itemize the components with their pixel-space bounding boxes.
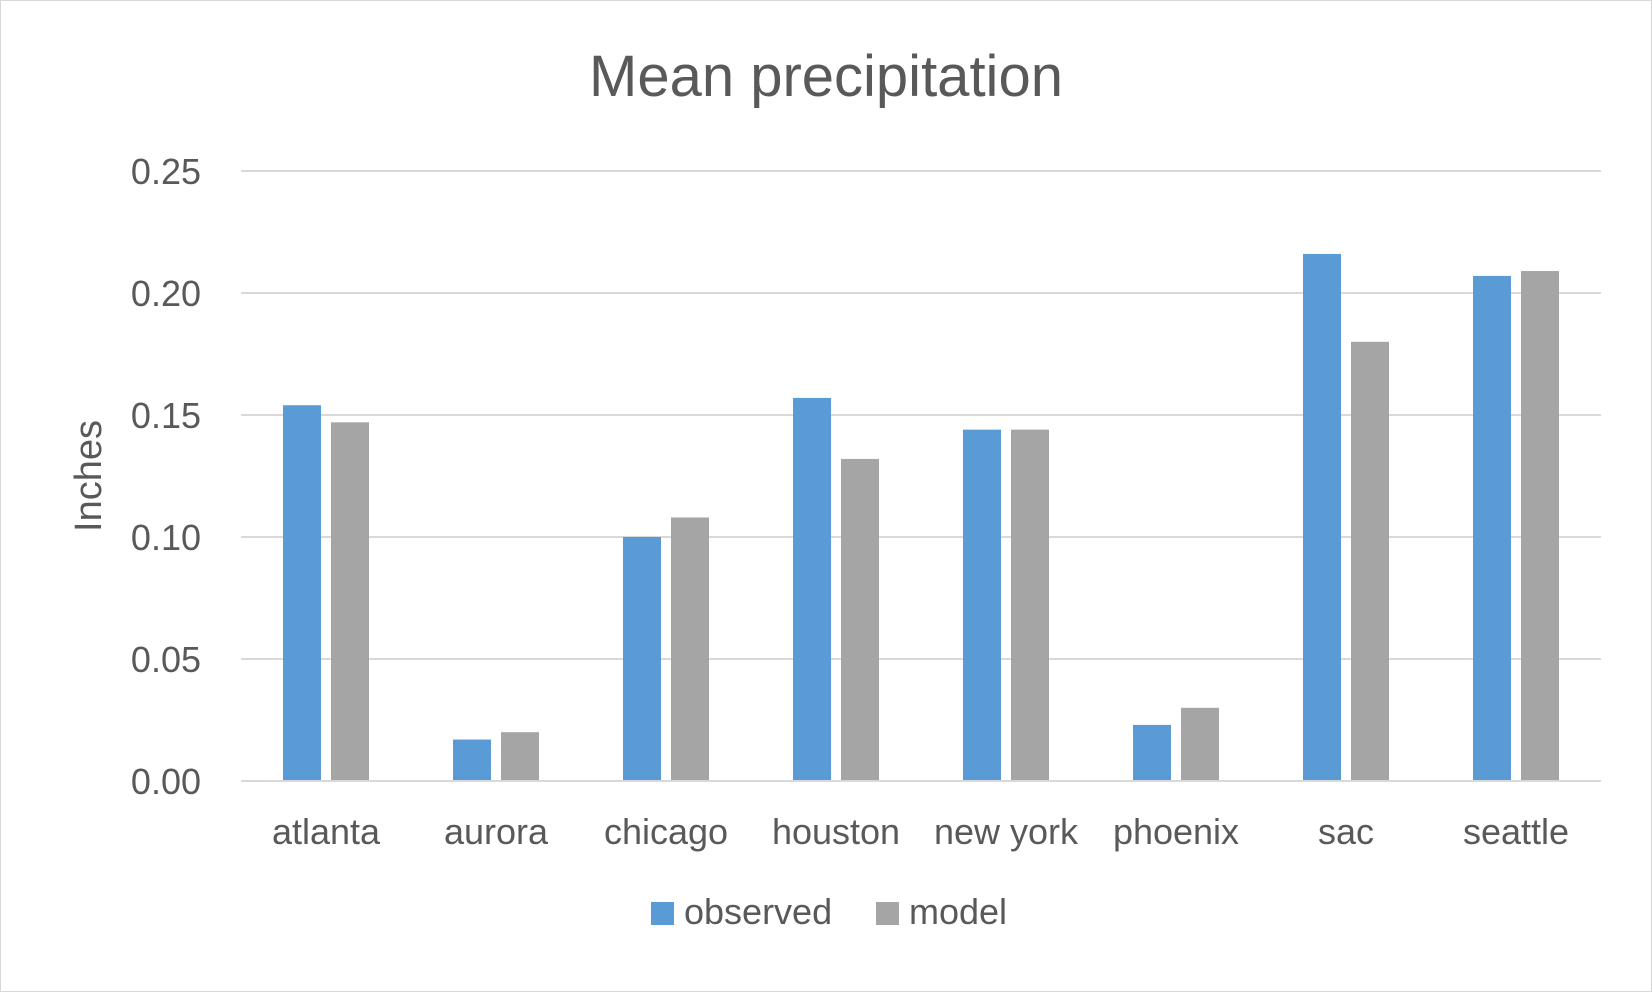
- bar-model-phoenix: [1181, 707, 1219, 781]
- bar-model-sac: [1351, 341, 1389, 781]
- bar-model-aurora: [501, 732, 539, 781]
- chart-title: Mean precipitation: [589, 44, 1063, 109]
- bar-observed-atlanta: [283, 405, 321, 781]
- x-tick-label: seattle: [1463, 811, 1569, 852]
- y-axis-label: Inches: [68, 420, 110, 532]
- x-tick-label: houston: [772, 811, 900, 852]
- legend[interactable]: observed model: [651, 891, 1007, 932]
- y-tick-label: 0.15: [131, 395, 201, 436]
- legend-item-model[interactable]: model: [876, 891, 1007, 932]
- bar-model-houston: [841, 458, 879, 781]
- bars: [283, 253, 1559, 781]
- gridlines: [241, 170, 1601, 660]
- legend-swatch: [876, 902, 899, 925]
- legend-label: observed: [684, 891, 832, 932]
- y-tick-label: 0.20: [131, 273, 201, 314]
- bar-model-chicago: [671, 517, 709, 781]
- bar-observed-phoenix: [1133, 724, 1171, 781]
- x-tick-label: chicago: [604, 811, 728, 852]
- bar-observed-seattle: [1473, 275, 1511, 781]
- legend-label: model: [909, 891, 1007, 932]
- x-axis-ticks: atlanta aurora chicago houston new york phoen…: [272, 811, 1569, 852]
- x-tick-label: new york: [934, 811, 1079, 852]
- y-tick-label: 0.00: [131, 761, 201, 802]
- x-tick-label: phoenix: [1113, 811, 1239, 852]
- x-tick-label: atlanta: [272, 811, 381, 852]
- bar-observed-aurora: [453, 739, 491, 781]
- bar-observed-houston: [793, 397, 831, 781]
- x-tick-label: aurora: [444, 811, 549, 852]
- bar-observed-new-york: [963, 429, 1001, 781]
- y-tick-label: 0.25: [131, 151, 201, 192]
- bar-observed-chicago: [623, 537, 661, 781]
- x-tick-label: sac: [1318, 811, 1374, 852]
- bar-model-new-york: [1011, 429, 1049, 781]
- y-tick-label: 0.10: [131, 517, 201, 558]
- bar-model-atlanta: [331, 422, 369, 781]
- y-tick-label: 0.05: [131, 639, 201, 680]
- legend-swatch: [651, 902, 674, 925]
- legend-item-observed[interactable]: observed: [651, 891, 832, 932]
- bar-observed-sac: [1303, 253, 1341, 781]
- y-axis-ticks: 0.00 0.05 0.10 0.15 0.20 0.25: [131, 151, 201, 802]
- bar-model-seattle: [1521, 271, 1559, 781]
